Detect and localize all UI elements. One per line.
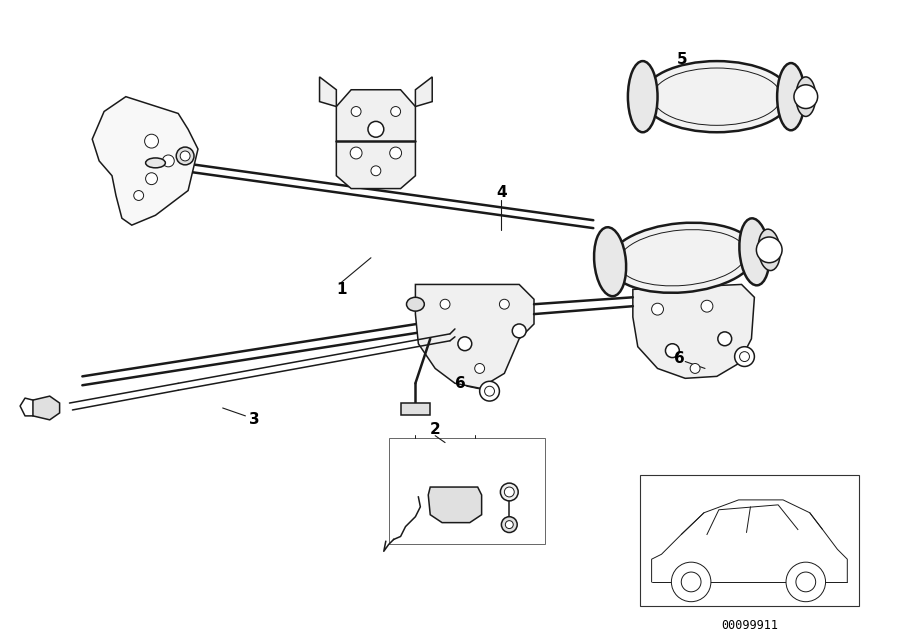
Ellipse shape	[628, 61, 658, 132]
Bar	[640, 475, 860, 605]
Polygon shape	[33, 396, 59, 420]
Circle shape	[458, 337, 472, 350]
Circle shape	[350, 147, 362, 159]
Circle shape	[786, 562, 825, 602]
Circle shape	[145, 134, 158, 148]
Ellipse shape	[608, 223, 756, 293]
Circle shape	[796, 572, 815, 592]
Circle shape	[690, 364, 700, 373]
Circle shape	[391, 107, 401, 116]
Circle shape	[162, 155, 175, 167]
Circle shape	[474, 364, 484, 373]
Circle shape	[681, 572, 701, 592]
Text: 4: 4	[496, 185, 507, 200]
Polygon shape	[416, 284, 534, 388]
Ellipse shape	[643, 61, 791, 132]
Circle shape	[794, 85, 818, 109]
Text: 2: 2	[430, 422, 441, 437]
Polygon shape	[337, 90, 416, 189]
Ellipse shape	[796, 77, 815, 116]
Ellipse shape	[739, 218, 770, 286]
Polygon shape	[320, 77, 337, 107]
Circle shape	[484, 386, 494, 396]
Bar	[400, 403, 430, 415]
Ellipse shape	[777, 63, 805, 130]
Circle shape	[440, 300, 450, 309]
Text: 1: 1	[336, 282, 346, 297]
Circle shape	[665, 343, 680, 357]
Text: 3: 3	[249, 412, 259, 427]
Circle shape	[740, 352, 750, 361]
Polygon shape	[416, 77, 432, 107]
Polygon shape	[428, 487, 482, 523]
Circle shape	[500, 483, 518, 501]
Text: 6: 6	[674, 351, 685, 366]
Text: 00099911: 00099911	[721, 619, 778, 632]
Circle shape	[718, 332, 732, 346]
Circle shape	[505, 521, 513, 529]
Circle shape	[701, 300, 713, 312]
Polygon shape	[92, 97, 198, 225]
Circle shape	[480, 382, 500, 401]
Circle shape	[756, 237, 782, 263]
Circle shape	[351, 107, 361, 116]
Circle shape	[671, 562, 711, 602]
Circle shape	[371, 166, 381, 176]
Circle shape	[390, 147, 401, 159]
Ellipse shape	[594, 227, 626, 296]
Circle shape	[500, 300, 509, 309]
Circle shape	[501, 516, 518, 532]
Circle shape	[368, 121, 383, 137]
Polygon shape	[633, 284, 754, 378]
Ellipse shape	[758, 229, 780, 270]
Text: 5: 5	[677, 52, 688, 67]
Circle shape	[176, 147, 194, 165]
Bar	[389, 438, 544, 544]
Circle shape	[134, 191, 144, 200]
Circle shape	[504, 487, 514, 497]
Text: 6: 6	[454, 376, 465, 391]
Circle shape	[652, 303, 663, 315]
Circle shape	[512, 324, 526, 338]
Circle shape	[180, 151, 190, 161]
Circle shape	[146, 173, 158, 184]
Circle shape	[734, 347, 754, 366]
Ellipse shape	[407, 297, 424, 311]
Ellipse shape	[146, 158, 166, 168]
